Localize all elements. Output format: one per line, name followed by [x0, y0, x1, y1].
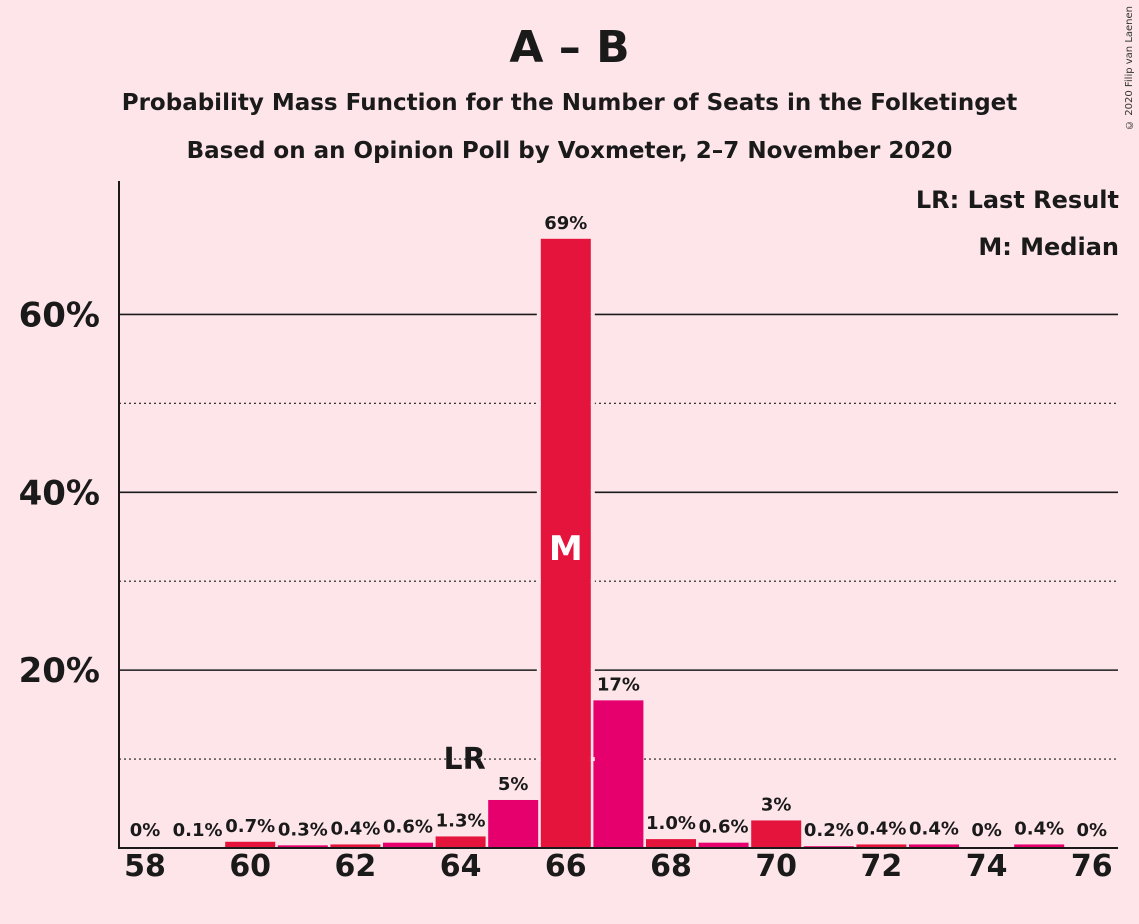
bar — [751, 820, 802, 848]
data-label: 0.1% — [173, 820, 223, 841]
gridline-gap — [590, 757, 595, 762]
bar — [225, 841, 276, 848]
data-label: 0.4% — [856, 818, 906, 839]
data-label: 0% — [1077, 820, 1108, 841]
bar — [1014, 844, 1065, 848]
gridline-gap — [536, 757, 541, 762]
y-tick-label: 40% — [19, 473, 100, 513]
bar — [330, 844, 381, 848]
last-result-marker: LR — [443, 742, 485, 777]
bar — [540, 238, 591, 849]
bar — [435, 836, 486, 848]
data-label: 0.4% — [1014, 818, 1064, 839]
median-marker: M — [549, 529, 583, 569]
legend-median: M: Median — [978, 233, 1119, 261]
gridline-gap — [536, 579, 541, 584]
x-tick-label: 72 — [861, 849, 903, 884]
x-tick-label: 70 — [755, 849, 797, 884]
bar — [909, 844, 959, 848]
data-label: 3% — [761, 794, 792, 815]
data-label: 69% — [544, 213, 587, 234]
x-tick-label: 58 — [124, 849, 166, 884]
x-tick-label: 76 — [1071, 849, 1113, 884]
gridline-gap — [536, 312, 541, 317]
bar — [488, 799, 539, 848]
data-label: 0.6% — [383, 817, 433, 838]
data-label: 0.4% — [909, 818, 959, 839]
gridline-gap — [536, 668, 541, 673]
bar — [698, 842, 749, 848]
data-label: 0.4% — [330, 818, 380, 839]
y-tick-label: 20% — [19, 651, 100, 691]
data-label: 1.0% — [646, 813, 696, 834]
gridline-gap — [536, 401, 541, 406]
data-label: 0% — [971, 820, 1002, 841]
x-tick-label: 60 — [229, 849, 271, 884]
chart-subtitle: Probability Mass Function for the Number… — [121, 90, 1018, 116]
bar — [646, 839, 696, 848]
gridline-gap — [590, 312, 595, 317]
chart-source: Based on an Opinion Poll by Voxmeter, 2–… — [186, 138, 953, 164]
gridline-gap — [590, 579, 595, 584]
chart-title: A – B — [509, 22, 630, 73]
data-label: 0.3% — [278, 819, 328, 840]
gridline-gap — [590, 668, 595, 673]
x-tick-label: 74 — [966, 849, 1008, 884]
bar — [856, 844, 907, 848]
legend-last-result: LR: Last Result — [915, 186, 1119, 214]
gridline-gap — [590, 490, 595, 495]
x-tick-label: 62 — [335, 849, 377, 884]
bar — [593, 700, 644, 848]
x-tick-label: 64 — [440, 849, 482, 884]
bar — [383, 842, 433, 848]
data-label: 17% — [597, 674, 640, 695]
data-label: 0.7% — [225, 816, 275, 837]
x-tick-label: 66 — [545, 849, 587, 884]
x-tick-label: 68 — [650, 849, 692, 884]
gridline-gap — [536, 490, 541, 495]
data-label: 0% — [130, 820, 161, 841]
y-tick-label: 60% — [19, 295, 100, 335]
gridline-gap — [590, 401, 595, 406]
bar — [277, 845, 328, 848]
data-label: 5% — [498, 774, 529, 795]
data-label: 1.3% — [436, 810, 486, 831]
data-label: 0.6% — [699, 817, 749, 838]
data-label: 0.2% — [804, 820, 854, 841]
